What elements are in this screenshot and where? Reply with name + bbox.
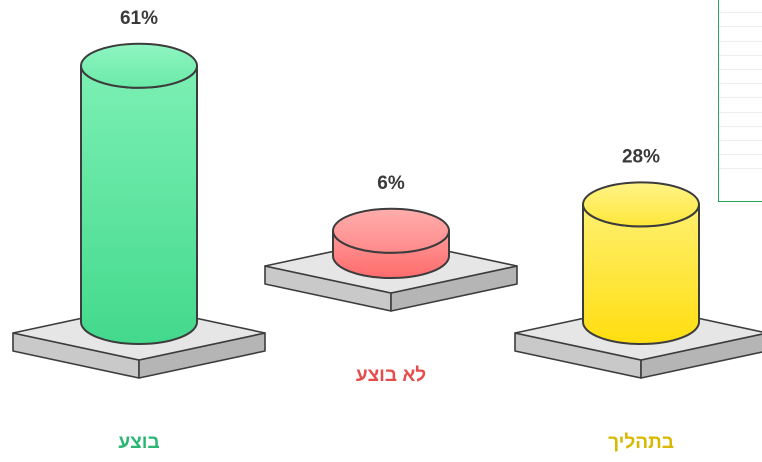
bar-top [582,181,700,228]
legend-row [719,70,762,85]
category-label: לא בוצע [356,365,426,386]
legend-row [719,27,762,42]
legend-row [719,141,762,156]
legend-row [719,155,762,170]
data-label: 61% [120,8,158,29]
legend-row [719,98,762,113]
bar [80,64,198,345]
bar-group: 61% בוצע [12,8,266,453]
bar-group: 28% בתהליך [514,146,762,453]
data-label: 6% [377,173,405,194]
legend-row [719,0,762,14]
bar-top [332,207,450,254]
data-label: 28% [622,146,660,167]
legend-row [719,84,762,99]
category-label: בוצע [118,432,159,453]
legend-row [719,42,762,56]
legend-row [719,113,762,127]
bar-top [80,42,198,89]
legend-row [719,13,762,28]
legend-row [719,127,762,141]
legend-panel [718,0,762,202]
category-label: בתהליך [608,432,674,453]
legend-row [719,56,762,70]
bar-group: 6% לא בוצע [264,173,518,386]
